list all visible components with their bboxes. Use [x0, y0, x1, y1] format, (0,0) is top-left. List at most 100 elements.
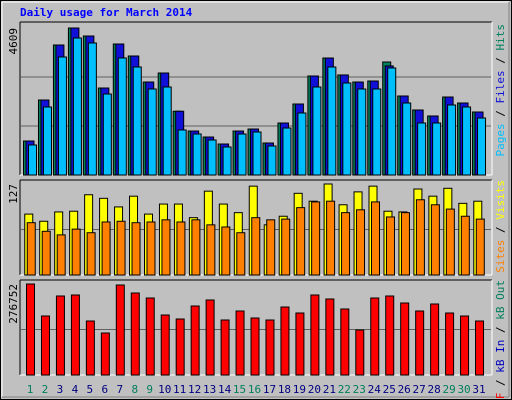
bar: [191, 219, 201, 276]
bar: [116, 220, 126, 276]
bar: [26, 222, 36, 276]
bar: [432, 122, 442, 176]
bar: [101, 221, 111, 276]
bar: [147, 88, 157, 176]
x-tick-label: 15: [233, 383, 246, 396]
bar: [340, 308, 350, 376]
bar: [55, 295, 65, 376]
bar: [371, 201, 381, 276]
bar: [342, 82, 352, 176]
bar: [236, 232, 246, 276]
bar: [402, 102, 412, 176]
x-tick-label: 27: [413, 383, 426, 396]
bar: [100, 332, 110, 376]
bar: [310, 294, 320, 376]
x-tick-label: 10: [158, 383, 171, 396]
x-tick-label: 11: [173, 383, 186, 396]
bar: [341, 212, 351, 276]
bar: [400, 212, 410, 276]
legend-separator: /: [494, 51, 507, 71]
bar: [356, 209, 366, 276]
legend-entry: Files: [494, 70, 507, 103]
bar: [175, 318, 185, 376]
bar: [266, 219, 276, 276]
legend-entry: Sites: [494, 240, 507, 273]
x-tick-label: 23: [353, 383, 366, 396]
x-tick-label: 18: [278, 383, 291, 396]
bar: [251, 217, 261, 276]
bar: [447, 104, 457, 176]
bar: [357, 88, 367, 176]
bar: [42, 106, 52, 176]
bar: [72, 37, 82, 176]
legend-entry: kB Out: [494, 280, 507, 320]
bar: [281, 218, 291, 276]
x-tick-label: 9: [146, 383, 153, 396]
legend: Pages / Files / Hits: [494, 24, 507, 157]
x-tick-label: 8: [131, 383, 138, 396]
x-tick-label: 3: [57, 383, 64, 396]
bar: [387, 67, 397, 176]
bar: [252, 131, 262, 176]
bar: [220, 319, 230, 376]
bar: [146, 221, 156, 276]
bar: [415, 310, 425, 376]
bar: [205, 299, 215, 376]
y-tick-label: 4609: [7, 28, 20, 55]
x-tick-label: 17: [263, 383, 276, 396]
bar: [85, 320, 95, 376]
bar: [430, 303, 440, 376]
legend-separator: /: [494, 104, 507, 124]
bar: [325, 298, 335, 376]
bar: [131, 222, 141, 276]
x-tick-label: 4: [72, 383, 79, 396]
bar: [327, 66, 337, 176]
bar: [400, 302, 410, 376]
y-tick-label: 276752: [7, 284, 20, 324]
legend-separator: /: [494, 320, 507, 340]
bar: [145, 297, 155, 376]
bar: [475, 218, 485, 276]
x-tick-label: 12: [188, 383, 201, 396]
x-tick-label: 6: [102, 383, 109, 396]
bar: [355, 329, 365, 376]
bar: [237, 133, 247, 176]
bar: [460, 315, 470, 376]
x-tick-label: 29: [442, 383, 455, 396]
bar: [296, 207, 306, 276]
bar: [462, 106, 472, 176]
x-tick-label: 19: [293, 383, 306, 396]
bar: [280, 306, 290, 376]
bar: [206, 224, 216, 276]
x-tick-label: 21: [323, 383, 336, 396]
x-tick-label: 24: [368, 383, 382, 396]
bar: [265, 319, 275, 376]
bar: [250, 317, 260, 376]
y-tick-label: 127: [7, 184, 20, 204]
bar: [267, 145, 277, 176]
bar: [235, 310, 245, 376]
bar: [385, 295, 395, 376]
x-tick-label: 26: [398, 383, 411, 396]
bar: [221, 226, 231, 276]
legend-entry: Pages: [494, 123, 507, 156]
legend-entry: kB F: [494, 393, 507, 400]
bar: [326, 200, 336, 276]
bar: [415, 199, 425, 276]
x-tick-label: 28: [428, 383, 441, 396]
bar: [190, 305, 200, 376]
bar: [162, 86, 172, 176]
bar: [417, 122, 427, 176]
bar: [372, 88, 382, 176]
bar: [40, 315, 50, 376]
x-tick-label: 25: [383, 383, 396, 396]
bar: [130, 292, 140, 376]
bar: [445, 312, 455, 376]
x-tick-label: 5: [87, 383, 94, 396]
chart-title: Daily usage for March 2014: [20, 6, 193, 19]
bar: [161, 219, 171, 276]
bar: [70, 294, 80, 376]
bar: [177, 129, 187, 176]
bar: [192, 133, 202, 176]
